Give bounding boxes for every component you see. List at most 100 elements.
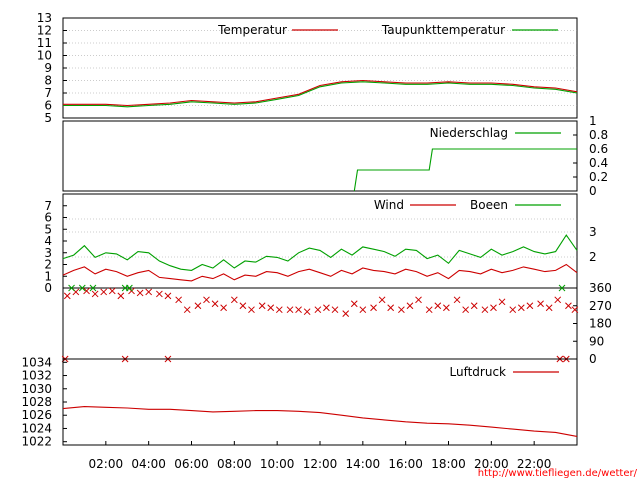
point-mark xyxy=(453,296,461,304)
y-tick-label-right: 0 xyxy=(589,184,597,198)
point-mark xyxy=(323,304,330,312)
point-mark xyxy=(470,302,478,310)
panel-4-frame xyxy=(62,287,578,360)
point-mark xyxy=(490,304,497,312)
point-mark xyxy=(183,306,191,314)
data-point xyxy=(156,290,163,298)
y-tick-label-right: 0.6 xyxy=(589,142,608,156)
data-point xyxy=(470,302,478,310)
data-point xyxy=(164,292,172,300)
y-tick-label-right: 0 xyxy=(589,352,597,366)
data-point xyxy=(378,296,386,304)
data-point xyxy=(398,306,405,314)
data-point xyxy=(117,292,125,300)
data-point xyxy=(108,287,116,295)
point-mark xyxy=(108,287,116,295)
point-mark xyxy=(145,288,153,296)
point-mark xyxy=(415,296,422,304)
data-point xyxy=(359,306,367,314)
point-mark xyxy=(203,296,210,304)
data-point xyxy=(490,304,497,312)
point-mark xyxy=(517,304,525,312)
y-tick-label: 1028 xyxy=(21,395,52,409)
x-tick-label: 08:00 xyxy=(217,457,252,471)
y-tick-label: 1022 xyxy=(21,435,52,449)
data-point xyxy=(517,304,525,312)
point-mark xyxy=(462,306,469,314)
x-tick-label: 18:00 xyxy=(431,457,466,471)
point-mark xyxy=(295,306,302,314)
y-tick-label: 10 xyxy=(37,49,52,63)
point-mark xyxy=(136,289,144,297)
point-mark xyxy=(509,306,517,314)
y-tick-label: 12 xyxy=(37,24,52,38)
y-tick-label: 3 xyxy=(44,246,52,260)
point-mark xyxy=(117,292,125,300)
data-point xyxy=(350,300,358,308)
data-point xyxy=(526,302,534,310)
y-tick-label: 4 xyxy=(44,234,52,248)
data-point xyxy=(126,284,133,292)
x-tick-label: 12:00 xyxy=(303,457,338,471)
point-mark xyxy=(194,302,202,310)
point-mark xyxy=(398,306,405,314)
legend-label: Temperatur xyxy=(217,23,287,37)
point-mark xyxy=(78,284,86,292)
point-mark xyxy=(63,292,71,300)
point-mark xyxy=(211,300,219,308)
y-tick-label: 9 xyxy=(44,61,52,75)
data-point xyxy=(558,284,566,292)
y-tick-label-right: 360 xyxy=(589,281,612,295)
x-tick-label: 22:00 xyxy=(517,457,552,471)
data-point xyxy=(203,296,210,304)
series-line-temperatur xyxy=(63,79,578,107)
point-mark xyxy=(175,296,183,304)
source-url: http://www.tiefliegen.de/wetter/ xyxy=(478,468,638,479)
series-line-taupunkttemperatur xyxy=(63,81,578,108)
point-mark xyxy=(314,306,322,314)
y-tick-label: 1034 xyxy=(21,355,52,369)
y-tick-label-right: 270 xyxy=(589,299,612,313)
y-tick-label-right: 1 xyxy=(589,114,597,128)
data-point xyxy=(425,306,433,314)
point-mark xyxy=(72,288,80,296)
data-point xyxy=(258,302,266,310)
data-point xyxy=(89,284,97,292)
point-mark xyxy=(248,306,255,314)
data-point xyxy=(267,304,275,312)
data-point xyxy=(481,306,489,314)
point-mark xyxy=(571,306,579,314)
data-point xyxy=(128,287,135,295)
point-mark xyxy=(498,298,506,306)
point-mark xyxy=(370,304,377,312)
data-point xyxy=(91,290,99,298)
data-point xyxy=(434,302,442,310)
point-mark xyxy=(443,304,450,312)
y-tick-label-right: 3 xyxy=(589,225,597,239)
data-point xyxy=(239,302,247,310)
data-point xyxy=(63,292,71,300)
y-tick-label: 1024 xyxy=(21,421,52,435)
data-point xyxy=(314,306,322,314)
data-point xyxy=(387,304,395,312)
data-point xyxy=(230,296,238,304)
data-point xyxy=(323,304,330,312)
point-mark xyxy=(359,306,367,314)
y-tick-label-right: 180 xyxy=(589,317,612,331)
y-tick-label: 7 xyxy=(44,86,52,100)
x-tick-label: 02:00 xyxy=(89,457,124,471)
legend-label: Niederschlag xyxy=(430,126,508,140)
y-tick-label-right: 90 xyxy=(589,334,604,348)
point-mark xyxy=(425,306,433,314)
data-point xyxy=(100,288,108,296)
data-point xyxy=(220,304,227,312)
data-point xyxy=(443,304,450,312)
data-point xyxy=(136,289,144,297)
x-tick-label: 04:00 xyxy=(131,457,166,471)
point-mark xyxy=(434,302,442,310)
series-line-wind xyxy=(62,263,578,282)
point-mark xyxy=(156,290,163,298)
panel-2-frame xyxy=(62,120,578,192)
point-mark xyxy=(342,310,350,317)
